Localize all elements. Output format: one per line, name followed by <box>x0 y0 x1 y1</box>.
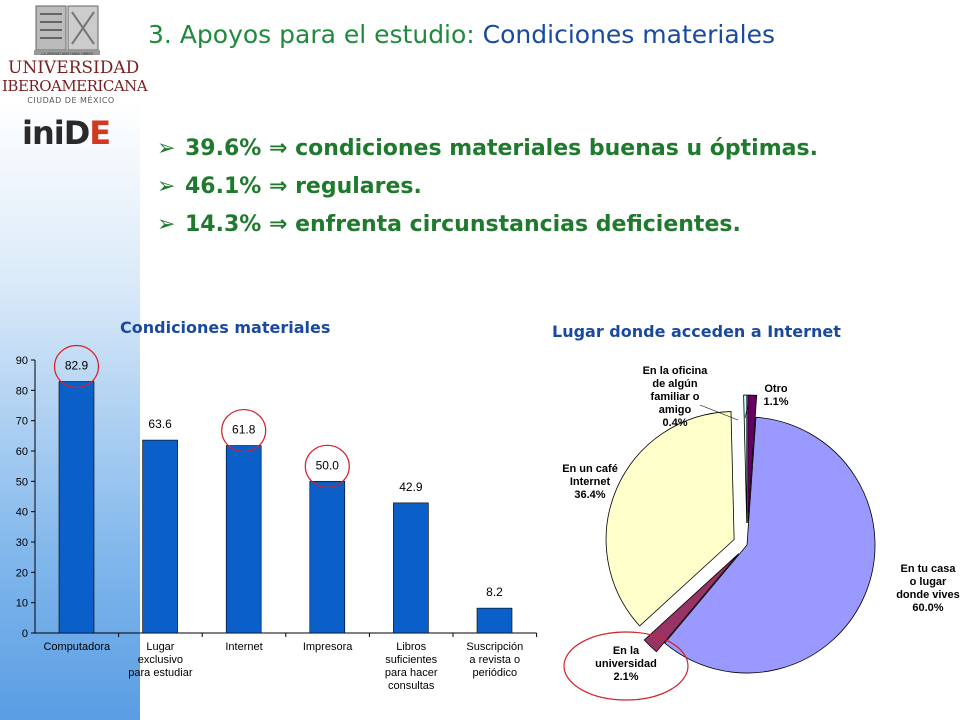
pie-slice <box>664 416 876 674</box>
university-crest-icon: LA VERDAD NOS HARÁ LIBRES <box>34 5 100 56</box>
pie-slice-label: 60.0% <box>912 602 943 614</box>
bar <box>58 381 95 634</box>
university-name-line1: UNIVERSIDAD <box>8 58 140 78</box>
y-tick-label: 50 <box>16 476 28 488</box>
y-tick-label: 40 <box>16 507 28 519</box>
leader-line <box>699 404 739 421</box>
pie-slice-label: En tu casa <box>900 563 956 575</box>
bar <box>393 502 429 634</box>
pie-slice-label: de algún <box>652 378 698 390</box>
pie-slice-label: universidad <box>595 658 657 670</box>
y-tick-label: 80 <box>16 385 28 397</box>
y-tick-label: 0 <box>22 628 28 640</box>
bar-value-label: 42.9 <box>399 480 423 494</box>
inide-logo: iniDE <box>22 114 111 152</box>
bar-value-label: 82.9 <box>65 359 89 373</box>
bar-chart-title: Condiciones materiales <box>120 318 331 337</box>
x-category-label: Lugar <box>146 641 174 653</box>
highlight-circle <box>221 408 267 453</box>
y-tick-label: 60 <box>16 446 28 458</box>
pie-slice <box>747 394 758 524</box>
pie-slice-label: amigo <box>659 404 692 416</box>
pie-slice <box>605 411 735 627</box>
highlight-circle <box>563 631 689 701</box>
bar <box>476 607 513 634</box>
y-tick-label: 10 <box>16 598 28 610</box>
pie-chart-title: Lugar donde acceden a Internet <box>552 322 841 341</box>
arrowhead-bullet-icon: ➢ <box>157 174 176 199</box>
arrowhead-bullet-icon: ➢ <box>157 136 176 161</box>
bar <box>309 481 346 634</box>
x-category-label: consultas <box>388 680 435 692</box>
x-category-label: periódico <box>472 667 517 679</box>
bar-chart: 0 10 20 30 40 50 60 70 80 90 82.9 Computadora 63.6 Lu… <box>16 344 538 692</box>
motto-text: LA VERDAD NOS HARÁ LIBRES <box>41 51 93 56</box>
x-category-label: Libros <box>396 641 426 653</box>
highlight-circle <box>53 344 100 389</box>
x-category-label: Suscripción <box>466 641 523 653</box>
x-category-label: Impresora <box>303 641 353 653</box>
university-city: CIUDAD DE MÉXICO <box>27 96 115 105</box>
x-category-label: exclusivo <box>138 654 183 666</box>
pie-slice-label: donde vives <box>896 589 960 601</box>
bar-value-label: 63.6 <box>148 417 172 431</box>
bullet-item: ➢ 14.3% ⇒ enfrenta circunstancias deficie… <box>157 210 818 240</box>
title-part2: Condiciones materiales <box>482 20 776 49</box>
x-category-label: para hacer <box>385 667 438 679</box>
page-title: 3. Apoyos para el estudio: Condiciones m… <box>148 20 775 49</box>
pie-slice-label: En un café <box>562 463 618 475</box>
y-tick-label: 20 <box>16 567 28 579</box>
arrowhead-bullet-icon: ➢ <box>157 212 176 237</box>
pie-slice <box>743 394 748 524</box>
bullet-item: ➢ 46.1% ⇒ regulares. <box>157 172 818 202</box>
pie-slice-label: Otro <box>764 383 788 395</box>
pie-slice-label: 36.4% <box>574 489 605 501</box>
pie-slice-label: 0.4% <box>662 417 687 429</box>
leader-line <box>744 404 749 419</box>
x-category-label: Computadora <box>43 641 111 653</box>
pie-slice-label: Internet <box>570 476 611 488</box>
pie-slice <box>643 553 740 653</box>
pie-slice-label: 2.1% <box>613 671 638 683</box>
bar <box>142 439 178 634</box>
x-category-label: Internet <box>225 641 262 653</box>
pie-slice-label: En la <box>613 645 640 657</box>
x-category-label: para estudiar <box>128 667 193 679</box>
pie-slice-label: En la oficina <box>643 365 709 377</box>
bar <box>225 445 262 634</box>
university-name-line2: IBEROAMERICANA <box>2 77 148 95</box>
pie-slice-label: 1.1% <box>763 396 788 408</box>
highlight-circle <box>304 444 350 488</box>
pie-slice-label: o lugar <box>910 576 947 588</box>
x-category-label: a revista o <box>469 654 520 666</box>
bar-value-label: 8.2 <box>486 585 503 599</box>
y-tick-label: 90 <box>16 355 28 367</box>
bullet-list: ➢ 39.6% ⇒ condiciones materiales buenas u… <box>157 134 818 248</box>
y-tick-label: 70 <box>16 416 28 428</box>
pie-slice-label: familiar o <box>651 391 700 403</box>
x-category-label: suficientes <box>385 654 437 666</box>
bullet-item: ➢ 39.6% ⇒ condiciones materiales buenas u… <box>157 134 818 164</box>
bar-value-label: 61.8 <box>232 423 256 437</box>
title-part1: 3. Apoyos para el estudio: <box>148 20 483 49</box>
y-tick-label: 30 <box>16 537 28 549</box>
bar-value-label: 50.0 <box>316 458 340 472</box>
